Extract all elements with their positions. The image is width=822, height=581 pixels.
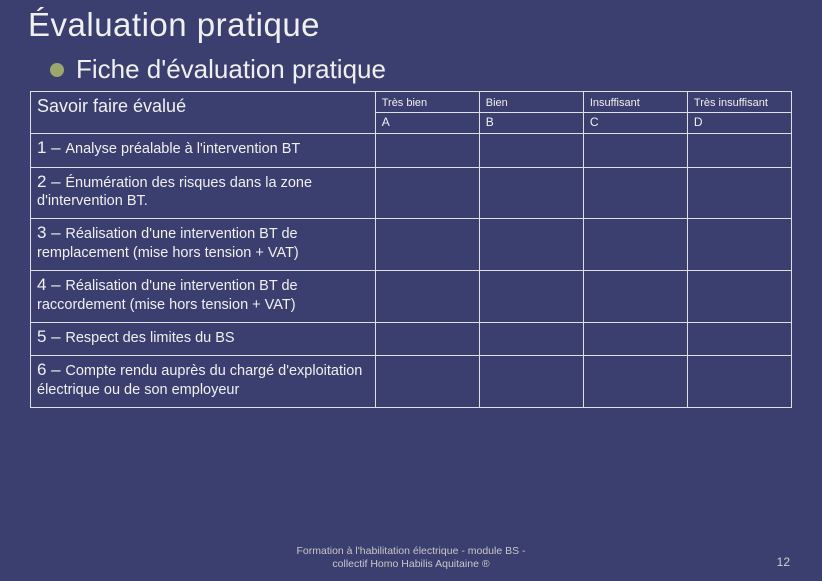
row-label: 2 – Énumération des risques dans la zone… bbox=[31, 167, 376, 219]
table-row: 4 – Réalisation d'une intervention BT de… bbox=[31, 271, 792, 323]
rating-cell bbox=[687, 134, 791, 167]
evaluation-table: Savoir faire évalué Très bien Bien Insuf… bbox=[30, 91, 792, 408]
footer-line1: Formation à l'habilitation électrique - … bbox=[296, 545, 525, 557]
table-row: 5 – Respect des limites du BS bbox=[31, 323, 792, 356]
letter-header: B bbox=[479, 113, 583, 134]
slide: Évaluation pratique Fiche d'évaluation p… bbox=[0, 0, 822, 581]
bullet-icon bbox=[50, 63, 64, 77]
rating-cell bbox=[687, 323, 791, 356]
skill-header: Savoir faire évalué bbox=[31, 92, 376, 134]
page-title: Évaluation pratique bbox=[0, 6, 822, 44]
letter-header: A bbox=[375, 113, 479, 134]
rating-cell bbox=[375, 323, 479, 356]
rating-header: Bien bbox=[479, 92, 583, 113]
rating-cell bbox=[687, 219, 791, 271]
letter-header: C bbox=[583, 113, 687, 134]
rating-cell bbox=[583, 323, 687, 356]
rating-cell bbox=[375, 356, 479, 408]
table-row: 3 – Réalisation d'une intervention BT de… bbox=[31, 219, 792, 271]
rating-cell bbox=[687, 167, 791, 219]
rating-cell bbox=[687, 356, 791, 408]
rating-cell bbox=[583, 134, 687, 167]
table-row: 6 – Compte rendu auprès du chargé d'expl… bbox=[31, 356, 792, 408]
footer-line2: collectif Homo Habilis Aquitaine ® bbox=[332, 558, 489, 570]
table-row: 2 – Énumération des risques dans la zone… bbox=[31, 167, 792, 219]
rating-cell bbox=[479, 271, 583, 323]
subtitle-row: Fiche d'évaluation pratique bbox=[0, 54, 822, 85]
footer: Formation à l'habilitation électrique - … bbox=[0, 545, 822, 571]
rating-cell bbox=[375, 134, 479, 167]
rating-cell bbox=[583, 167, 687, 219]
row-label: 6 – Compte rendu auprès du chargé d'expl… bbox=[31, 356, 376, 408]
rating-cell bbox=[687, 271, 791, 323]
rating-cell bbox=[479, 356, 583, 408]
rating-cell bbox=[375, 219, 479, 271]
rating-cell bbox=[479, 167, 583, 219]
rating-cell bbox=[583, 219, 687, 271]
rating-header: Très insuffisant bbox=[687, 92, 791, 113]
rating-cell bbox=[375, 271, 479, 323]
page-number: 12 bbox=[777, 555, 790, 569]
row-label: 4 – Réalisation d'une intervention BT de… bbox=[31, 271, 376, 323]
table-row: 1 – Analyse préalable à l'intervention B… bbox=[31, 134, 792, 167]
row-label: 5 – Respect des limites du BS bbox=[31, 323, 376, 356]
rating-cell bbox=[479, 134, 583, 167]
row-label: 3 – Réalisation d'une intervention BT de… bbox=[31, 219, 376, 271]
rating-cell bbox=[583, 356, 687, 408]
rating-cell bbox=[479, 219, 583, 271]
rating-cell bbox=[375, 167, 479, 219]
rating-header: Insuffisant bbox=[583, 92, 687, 113]
subtitle: Fiche d'évaluation pratique bbox=[76, 54, 386, 85]
rating-cell bbox=[479, 323, 583, 356]
row-label: 1 – Analyse préalable à l'intervention B… bbox=[31, 134, 376, 167]
rating-header: Très bien bbox=[375, 92, 479, 113]
letter-header: D bbox=[687, 113, 791, 134]
table-header-row: Savoir faire évalué Très bien Bien Insuf… bbox=[31, 92, 792, 113]
rating-cell bbox=[583, 271, 687, 323]
